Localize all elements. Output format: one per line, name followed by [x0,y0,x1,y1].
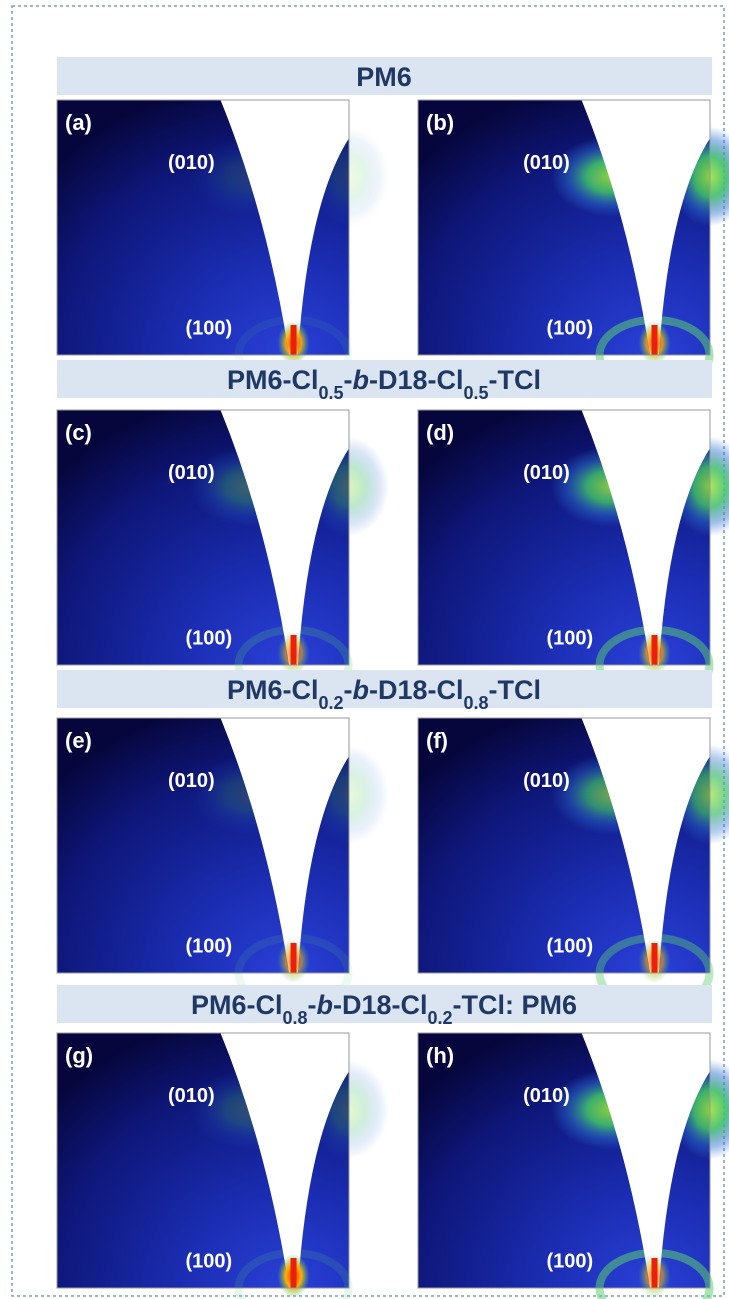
title-segment: -D18-Cl [369,675,464,705]
pattern-panel: (a) (010) (100) [57,100,389,390]
peak-label-100: (100) [185,1251,232,1273]
title-segment: 0.8 [464,693,489,713]
panel-label: (c) [65,420,92,445]
title-segment: b [353,365,370,395]
title-segment: - [344,365,353,395]
panel-label: (d) [426,420,454,445]
peak-label-100: (100) [546,1251,593,1273]
peak-label-100: (100) [185,628,232,650]
pattern-panel: (c) (010) (100) [57,410,389,700]
pattern-panel: (e) (010) (100) [57,718,389,1008]
title-segment: PM6-Cl [227,675,319,705]
panel-label: (g) [65,1043,93,1068]
beam-stop [652,1258,658,1288]
beam-stop [291,325,297,355]
peak-label-010: (010) [523,770,570,792]
peak-label-010: (010) [523,152,570,174]
title-segment: -D18-Cl [333,990,428,1020]
beam-stop [652,943,658,973]
title-segment: PM6-Cl [191,990,283,1020]
panel-label: (b) [426,110,454,135]
beam-stop [652,635,658,665]
peak-label-100: (100) [546,318,593,340]
section-title: PM6 [356,62,412,92]
peak-label-010: (010) [523,462,570,484]
title-segment: b [317,990,334,1020]
peak-label-010: (010) [168,152,215,174]
panel-label: (e) [65,728,92,753]
title-segment: 0.2 [318,693,343,713]
pattern-panel: (f) (010) (100) [418,718,729,1008]
title-segment: - [308,990,317,1020]
beam-stop [291,635,297,665]
pattern-panel: (g) (010) (100) [57,1033,389,1299]
title-segment: -D18-Cl [369,365,464,395]
title-segment: -TCl [489,675,541,705]
peak-label-100: (100) [185,318,232,340]
title-segment: - [344,675,353,705]
peak-label-100: (100) [546,628,593,650]
panel-label: (h) [426,1043,454,1068]
panel-label: (a) [65,110,92,135]
title-segment: 0.5 [464,383,489,403]
title-segment: 0.5 [318,383,343,403]
title-segment: -TCl: PM6 [453,990,578,1020]
beam-stop [291,943,297,973]
title-segment: 0.2 [428,1008,453,1028]
peak-label-010: (010) [168,1085,215,1107]
title-segment: 0.8 [282,1008,307,1028]
peak-label-100: (100) [185,936,232,958]
pattern-panel: (b) (010) (100) [418,100,729,390]
title-segment: PM6 [356,62,412,92]
peak-label-010: (010) [168,462,215,484]
beam-stop [291,1258,297,1288]
figure: PM6(a)(010)(100)(b)(010)(100)PM6-Cl0.5-b… [0,0,729,1299]
pattern-panel: (d) (010) (100) [418,410,729,700]
peak-label-100: (100) [546,936,593,958]
beam-stop [652,325,658,355]
title-segment: b [353,675,370,705]
peak-label-010: (010) [168,770,215,792]
pattern-panel: (h) (010) (100) [418,1033,729,1299]
title-segment: -TCl [489,365,541,395]
peak-label-010: (010) [523,1085,570,1107]
title-segment: PM6-Cl [227,365,319,395]
content: PM6(a)(010)(100)(b)(010)(100)PM6-Cl0.5-b… [57,57,729,1299]
panel-label: (f) [426,728,448,753]
